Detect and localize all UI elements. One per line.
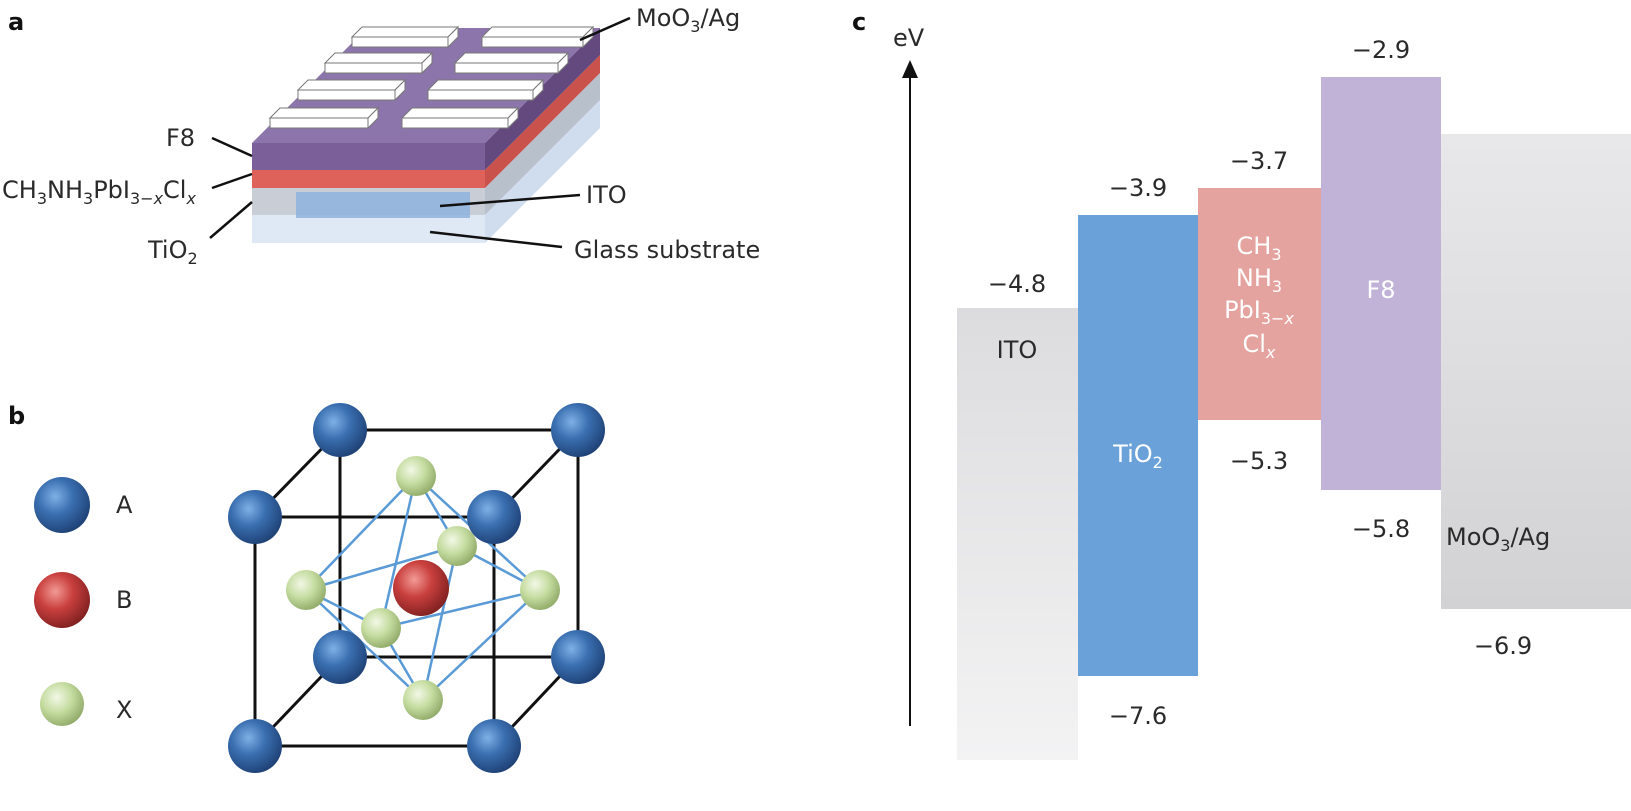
atom-x — [403, 680, 443, 720]
atom-a — [228, 490, 282, 544]
energy-label-tio2-top: −3.9 — [1109, 174, 1167, 202]
band-f8 — [1321, 77, 1441, 490]
atom-x — [396, 456, 436, 496]
band-perovskite — [1198, 188, 1321, 420]
label-tio2: TiO2 — [147, 236, 198, 268]
electrode — [480, 25, 595, 49]
f8-layer — [252, 143, 485, 170]
device-stack: MoO3/Ag F8 CH3NH3PbI3−xClx TiO2 ITO Glas… — [2, 4, 760, 268]
electrode — [453, 51, 570, 75]
glass-substrate-layer — [252, 215, 485, 243]
leader-lines — [209, 16, 631, 249]
legend-label-x: X — [116, 696, 132, 724]
atom-b — [393, 560, 449, 616]
label-moo3-ag: MoO3/Ag — [636, 4, 740, 36]
atom-x — [361, 608, 401, 648]
energy-label-perovskite-top: −3.7 — [1230, 147, 1288, 175]
energy-label-f8-top: −2.9 — [1352, 36, 1410, 64]
electrode — [426, 78, 545, 102]
band-name-moo3-ag: MoO3/Ag — [1446, 523, 1550, 555]
atom-a — [467, 490, 521, 544]
energy-label-perovskite-bottom: −5.3 — [1230, 447, 1288, 475]
perovskite-layer — [252, 170, 485, 188]
legend-sphere-a — [34, 477, 90, 533]
band-moo3-ag — [1441, 134, 1631, 609]
band-ito — [957, 308, 1078, 760]
energy-label-f8-bottom: −5.8 — [1352, 515, 1410, 543]
band-name-ito: ITO — [997, 336, 1038, 364]
label-glass-substrate: Glass substrate — [574, 236, 760, 264]
atom-x — [437, 526, 477, 566]
band-name-f8: F8 — [1366, 276, 1395, 304]
electrode — [350, 25, 460, 49]
legend-label-b: B — [116, 586, 132, 614]
legend-sphere-b — [34, 572, 90, 628]
crystal-legend: A B X — [34, 477, 133, 726]
perovskite-layer-side — [485, 55, 600, 188]
atom-a — [228, 719, 282, 773]
electrode — [296, 78, 407, 102]
atom-a — [551, 630, 605, 684]
legend-label-a: A — [116, 491, 133, 519]
electrode — [268, 106, 380, 130]
atom-a — [551, 403, 605, 457]
tio2-layer-side — [485, 73, 600, 215]
energy-axis-label: eV — [893, 24, 925, 52]
electrode — [400, 106, 520, 130]
atom-a — [313, 630, 367, 684]
label-f8: F8 — [166, 124, 195, 152]
ito-layer — [296, 192, 470, 218]
atom-x — [520, 570, 560, 610]
band-tio2 — [1078, 215, 1198, 676]
atom-a — [467, 719, 521, 773]
legend-sphere-x — [40, 682, 84, 726]
energy-label-tio2-bottom: −7.6 — [1109, 702, 1167, 730]
energy-label-moo3-ag-bottom: −6.9 — [1474, 632, 1532, 660]
panel-label-a: a — [8, 8, 24, 36]
label-perovskite: CH3NH3PbI3−xClx — [2, 176, 196, 208]
panel-label-b: b — [8, 402, 25, 430]
electrode-grid — [268, 25, 595, 130]
glass-substrate-side — [485, 100, 600, 243]
energy-label-ito-top: −4.8 — [988, 270, 1046, 298]
f8-layer-side — [485, 28, 600, 170]
electrode — [323, 51, 434, 75]
energy-diagram: eV ITO TiO2 CH3 NH3 PbI3−x Clx F8 MoO3/A… — [893, 24, 1631, 760]
atom-x — [286, 570, 326, 610]
energy-axis-arrow — [902, 60, 918, 78]
crystal-structure — [228, 403, 605, 773]
panel-label-c: c — [852, 8, 866, 36]
label-ito: ITO — [586, 181, 627, 209]
atom-a — [313, 403, 367, 457]
